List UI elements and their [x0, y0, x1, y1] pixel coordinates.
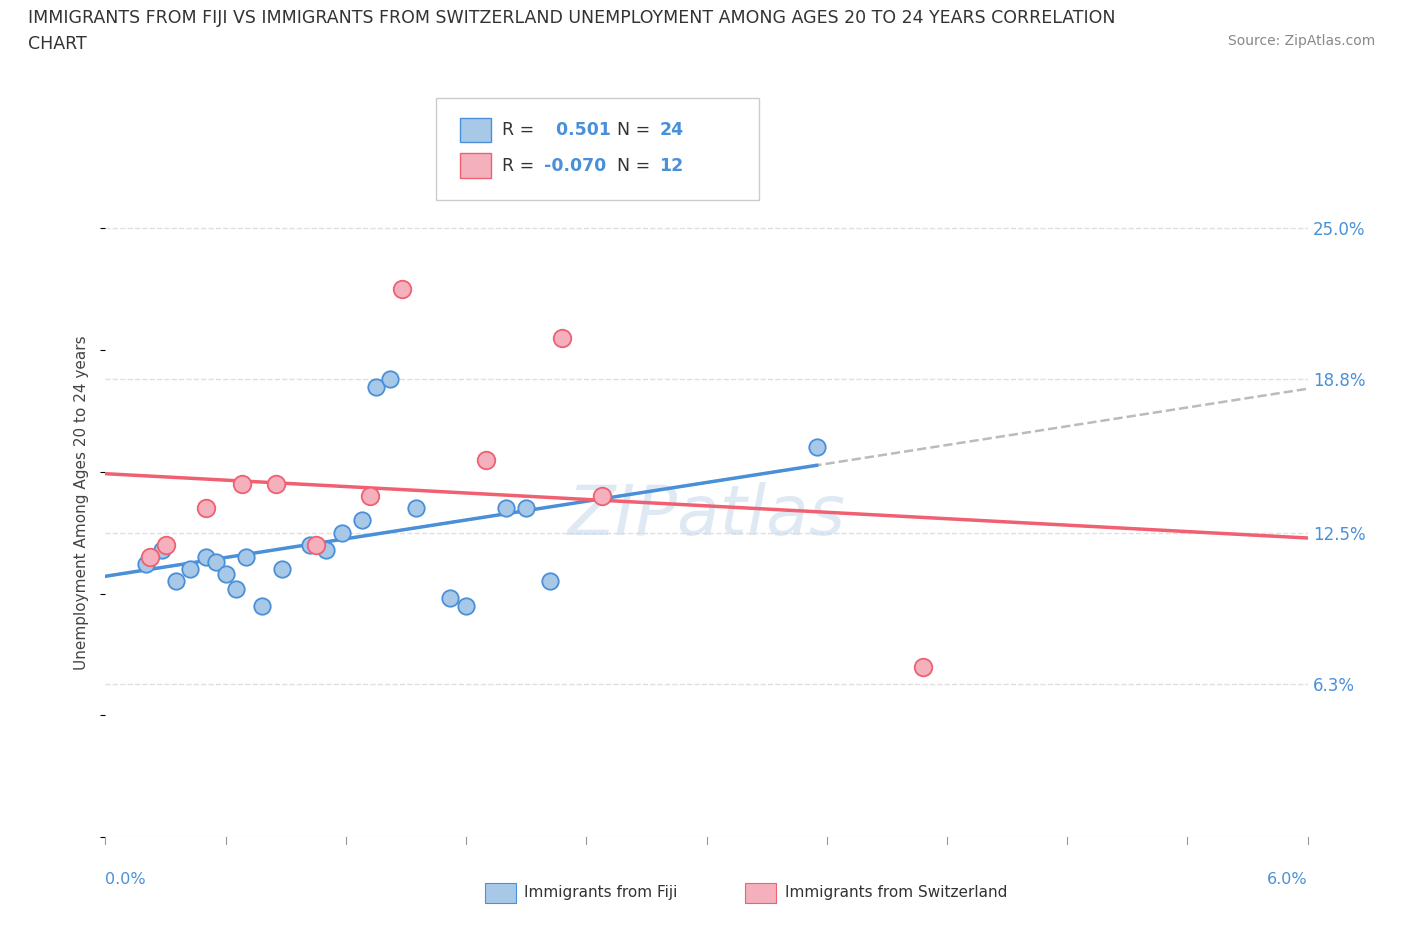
Point: [179, 562, 201, 577]
Text: R =: R =: [502, 121, 540, 140]
Text: -0.070: -0.070: [544, 156, 606, 175]
Point: [135, 557, 157, 572]
Text: Immigrants from Fiji: Immigrants from Fiji: [524, 885, 678, 900]
Point: [515, 501, 537, 516]
Point: [911, 659, 934, 674]
Point: [405, 501, 427, 516]
Point: [270, 562, 292, 577]
Point: [454, 598, 477, 613]
Point: [439, 591, 461, 605]
Point: [214, 566, 236, 581]
Point: [298, 538, 321, 552]
Point: [225, 581, 247, 596]
Point: [235, 550, 257, 565]
Point: [150, 542, 173, 557]
Point: [359, 488, 381, 503]
Point: [330, 525, 353, 540]
Text: CHART: CHART: [28, 35, 87, 53]
Text: ZIPatlas: ZIPatlas: [568, 482, 845, 549]
Point: [138, 550, 160, 565]
Text: 6.0%: 6.0%: [1267, 872, 1308, 887]
Point: [378, 372, 401, 387]
Point: [475, 452, 498, 467]
Text: 12: 12: [659, 156, 683, 175]
Text: 0.0%: 0.0%: [105, 872, 146, 887]
Point: [194, 550, 217, 565]
Point: [538, 574, 561, 589]
Text: 24: 24: [659, 121, 683, 140]
Point: [551, 330, 574, 345]
Point: [806, 440, 828, 455]
Point: [495, 501, 517, 516]
Point: [591, 488, 613, 503]
Text: 0.501: 0.501: [544, 121, 612, 140]
Point: [305, 538, 328, 552]
Y-axis label: Unemployment Among Ages 20 to 24 years: Unemployment Among Ages 20 to 24 years: [75, 335, 90, 670]
Text: IMMIGRANTS FROM FIJI VS IMMIGRANTS FROM SWITZERLAND UNEMPLOYMENT AMONG AGES 20 T: IMMIGRANTS FROM FIJI VS IMMIGRANTS FROM …: [28, 9, 1115, 27]
Text: N =: N =: [617, 156, 657, 175]
Point: [194, 501, 217, 516]
Point: [155, 538, 177, 552]
Text: R =: R =: [502, 156, 540, 175]
Point: [364, 379, 387, 394]
Point: [350, 513, 373, 528]
Point: [391, 282, 413, 297]
Text: Immigrants from Switzerland: Immigrants from Switzerland: [785, 885, 1007, 900]
Point: [165, 574, 187, 589]
Point: [264, 476, 287, 491]
Text: N =: N =: [617, 121, 657, 140]
Point: [315, 542, 337, 557]
Text: Source: ZipAtlas.com: Source: ZipAtlas.com: [1227, 34, 1375, 48]
Point: [204, 554, 226, 569]
Point: [250, 598, 273, 613]
Point: [231, 476, 253, 491]
